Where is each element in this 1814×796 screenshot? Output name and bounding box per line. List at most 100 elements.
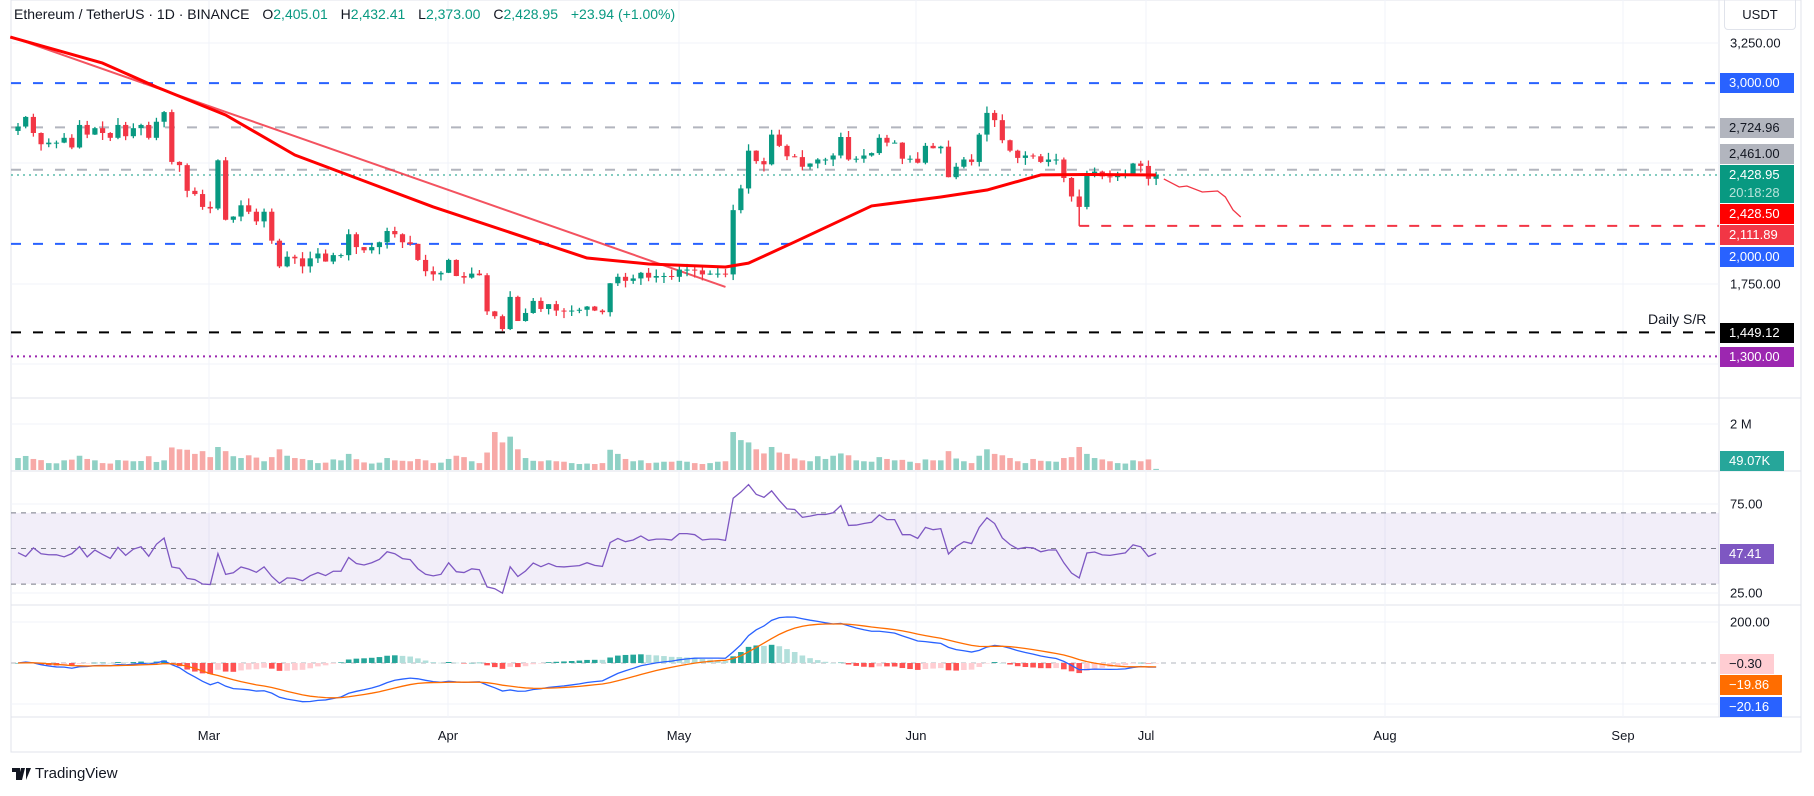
macd-histogram-bar <box>568 661 575 663</box>
macd-histogram-bar <box>415 658 421 663</box>
volume-bar <box>253 457 260 470</box>
macd-histogram-bar <box>115 662 121 663</box>
macd-histogram-bar <box>984 663 990 664</box>
volume-bar <box>914 463 921 470</box>
month-label: Jul <box>1137 728 1155 743</box>
volume-bar <box>822 458 829 470</box>
volume-bar <box>1014 461 1021 470</box>
candle-body <box>407 242 413 244</box>
currency-button[interactable]: USDT <box>1724 0 1796 30</box>
volume-bar <box>1030 458 1036 470</box>
macd-histogram-bar <box>438 662 444 664</box>
volume-bar <box>322 462 329 470</box>
macd-histogram-bar <box>1145 663 1152 664</box>
candle-body <box>338 255 344 257</box>
macd-histogram-bar <box>876 663 883 667</box>
symbol-header: Ethereum / TetherUS · 1D · BINANCE O2,40… <box>14 6 675 22</box>
price-tag-sma: 2,428.50 <box>1720 204 1794 224</box>
candle-body <box>469 273 475 278</box>
candle-body <box>599 310 606 313</box>
volume-bar <box>176 449 183 470</box>
price-axis-tick: 1,750.00 <box>1730 276 1781 292</box>
close-label: C <box>493 6 504 22</box>
volume-bar <box>130 461 137 470</box>
candle-body <box>792 156 798 158</box>
volume-bar <box>392 460 398 470</box>
symbol-title[interactable]: Ethereum / TetherUS · 1D · BINANCE <box>14 6 250 22</box>
volume-bar <box>61 460 67 470</box>
macd-histogram-bar <box>276 663 283 671</box>
macd-histogram-bar <box>930 663 936 669</box>
macd-histogram-bar <box>207 663 214 675</box>
volume-bar <box>845 455 852 470</box>
volume-bar <box>161 460 167 470</box>
candle-body <box>930 145 936 149</box>
macd-histogram-bar <box>392 655 398 663</box>
candle-body <box>638 272 644 279</box>
volume-bar <box>122 460 129 470</box>
volume-bar <box>491 432 498 470</box>
macd-histogram-bar <box>830 662 836 664</box>
macd-histogram-bar <box>884 663 890 667</box>
candle-body <box>1022 155 1028 158</box>
macd-histogram-bar <box>968 663 975 670</box>
volume-bar <box>53 463 60 470</box>
volume-bar <box>853 460 860 470</box>
macd-histogram-bar <box>522 663 529 667</box>
macd-histogram-bar <box>76 663 83 664</box>
volume-bar <box>999 455 1006 470</box>
volume-tag: 49.07K <box>1720 451 1784 471</box>
macd-histogram-bar <box>868 663 875 668</box>
sma-line <box>9 35 1157 269</box>
candle-body <box>353 234 359 248</box>
macd-histogram-bar <box>353 658 360 663</box>
macd-histogram-bar <box>645 654 652 663</box>
volume-bar <box>38 460 44 470</box>
macd-histogram-bar <box>799 655 806 663</box>
candle-body <box>476 273 482 276</box>
volume-bar <box>407 461 413 470</box>
candle-body <box>968 159 975 162</box>
candle-body <box>69 137 75 148</box>
macd-histogram-bar <box>945 663 952 671</box>
candle-body <box>61 137 67 143</box>
macd-histogram-bar <box>753 645 760 663</box>
macd-histogram-bar <box>1084 663 1090 671</box>
candle-body <box>715 273 721 275</box>
volume-bar <box>630 461 636 470</box>
volume-bar <box>930 460 936 470</box>
tradingview-logo[interactable]: TradingView <box>12 765 118 782</box>
volume-bar <box>976 455 983 470</box>
macd-histogram-bar <box>607 657 613 663</box>
candle-body <box>346 234 352 256</box>
volume-bar <box>315 463 321 470</box>
volume-bar <box>238 458 244 470</box>
candle-body <box>922 145 929 163</box>
candle-body <box>630 278 636 281</box>
price-tag-2111: 2,111.89 <box>1720 225 1794 245</box>
volume-bar <box>69 459 75 470</box>
candle-body <box>223 160 229 220</box>
volume-bar <box>753 449 760 470</box>
candle-body <box>1130 163 1136 174</box>
candle-body <box>146 124 152 138</box>
macd-histogram-bar <box>284 663 290 671</box>
volume-bar <box>1007 458 1013 470</box>
price-tag-2724: 2,724.96 <box>1720 118 1794 138</box>
volume-bar <box>422 460 429 470</box>
macd-histogram-bar <box>914 663 921 670</box>
macd-histogram-bar <box>491 663 498 668</box>
volume-bar <box>830 455 836 470</box>
volume-bar <box>453 455 460 470</box>
volume-bar <box>1022 463 1029 470</box>
candle-body <box>961 159 967 167</box>
candle-body <box>576 309 582 311</box>
volume-bar <box>476 463 483 470</box>
candle-body <box>722 273 729 275</box>
month-label: May <box>666 728 692 743</box>
macd-histogram-bar <box>199 663 206 674</box>
trendline <box>9 35 726 288</box>
candle-body <box>299 258 306 267</box>
candle-body <box>615 276 621 284</box>
